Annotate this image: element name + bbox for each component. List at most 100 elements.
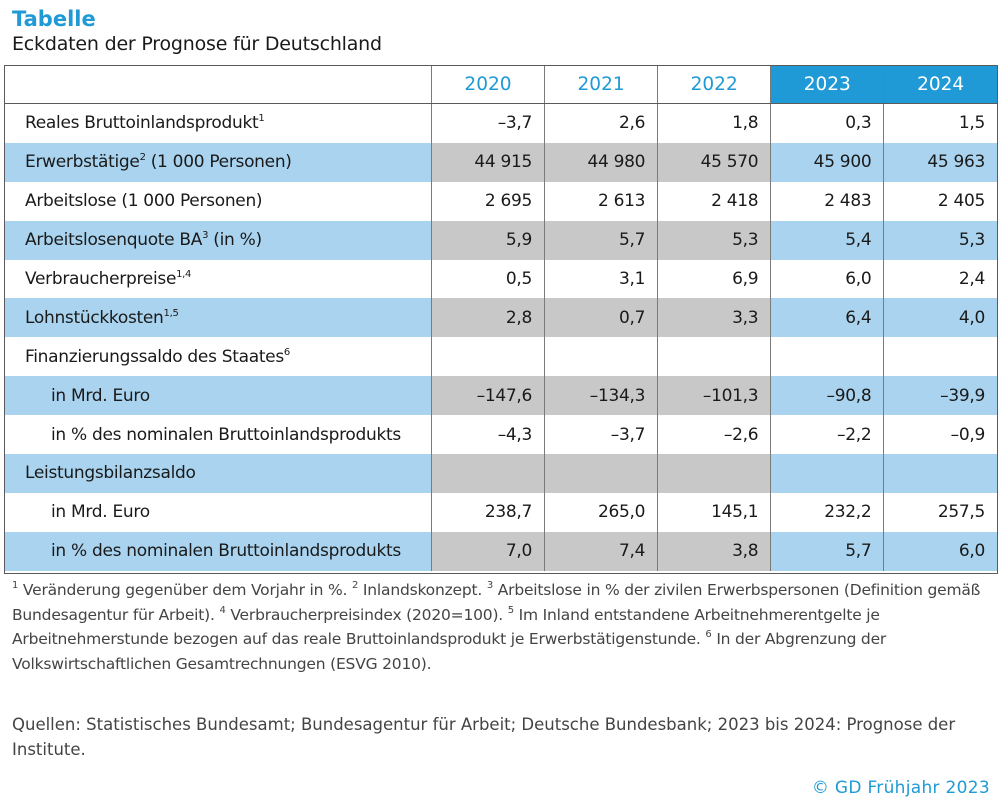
value-cell-2023: 5,4	[770, 220, 885, 260]
value-cell-2020	[431, 454, 546, 493]
row-label-text: Lohnstückkosten	[25, 307, 164, 328]
row-label: Arbeitslosenquote BA3 (in %)	[5, 220, 432, 260]
table-subtitle: Eckdaten der Prognose für Deutschland	[12, 33, 382, 55]
row-label: Leistungsbilanzsaldo	[5, 454, 432, 493]
value-cell-2024	[883, 454, 997, 493]
footnote-text: Arbeitslose in % der zivilen Erwerbspers…	[12, 581, 981, 624]
table-row: in % des nominalen Bruttoinlandsprodukts…	[5, 531, 997, 571]
value-cell-2021	[544, 454, 659, 493]
value-cell-2024	[884, 337, 997, 376]
footnote-number: 5	[507, 604, 514, 616]
value-cell-2022: 6,9	[657, 259, 772, 299]
footnote-marker: 2	[139, 152, 146, 164]
value-cell-2021: 44 980	[544, 142, 659, 182]
value-cell-2024: 6,0	[883, 531, 997, 571]
table-row: Lohnstückkosten1,5 2,8 0,7 3,3 6,4 4,0	[5, 298, 997, 338]
value-cell-2023: –2,2	[770, 415, 885, 455]
forecast-year-header: 2023	[770, 66, 885, 104]
footnote-text: Im Inland entstandene Arbeitnehmerentgel…	[12, 605, 880, 649]
row-label: in Mrd. Euro	[5, 376, 432, 416]
value-cell-2024: 2,4	[958, 269, 985, 289]
header-label-cell	[5, 66, 432, 104]
table-title: Tabelle	[12, 7, 96, 31]
value-cell-2021: 265,0	[544, 492, 659, 532]
footnote-number: 3	[486, 580, 494, 591]
table-row: Arbeitslose (1 000 Personen) 2 695 2 613 2 …	[5, 181, 997, 221]
row-label-text: Finanzierungssaldo des Staates	[25, 346, 284, 367]
row-label-text: Erwerbstätige	[25, 152, 140, 173]
value-cell-2020: 238,7	[431, 492, 546, 532]
value-cell-2020: 44 915	[431, 142, 546, 182]
value-cell-2022: 3,3	[657, 298, 772, 338]
row-label-text: Arbeitslosenquote BA	[25, 230, 203, 251]
table-row: in Mrd. Euro 238,7 265,0 145,1 232,2 257,5	[5, 492, 997, 532]
row-label: Lohnstückkosten1,5	[5, 298, 432, 338]
footnote-marker: 3	[202, 230, 209, 242]
row-label: Erwerbstätige2 (1 000 Personen)	[5, 142, 432, 182]
row-label: in % des nominalen Bruttoinlandsprodukts	[5, 531, 432, 571]
footnote-text: Inlandskonzept.	[362, 581, 483, 599]
value-cell-2021: 7,4	[544, 531, 659, 571]
value-cell-2023: 232,2	[770, 492, 885, 532]
row-label-text: in Mrd. Euro	[51, 502, 150, 523]
table-row: Erwerbstätige2 (1 000 Personen) 44 915 44 …	[5, 142, 997, 182]
value-cell-2020: –147,6	[431, 376, 546, 416]
row-label-text: in Mrd. Euro	[51, 385, 150, 406]
value-cell-2023: 6,0	[770, 259, 885, 299]
value-cell-2021: –134,3	[544, 376, 659, 416]
value-cell-2022: –2,6	[657, 415, 772, 455]
footnote-text: Verbraucherpreisindex (2020=100).	[230, 605, 504, 624]
value-cell-2024: 2 405	[937, 191, 985, 212]
value-cell-2020: 2 695	[431, 181, 546, 221]
value-cell-2020: –3,7	[431, 103, 546, 143]
year-header: 2021	[544, 66, 659, 104]
value-cell-2023: 5,7	[770, 531, 885, 571]
value-cell-2023: 0,3	[770, 103, 885, 143]
row-label-text: Reales Bruttoinlandsprodukt	[25, 113, 259, 134]
footnote-text: Veränderung gegenüber dem Vorjahr in %.	[22, 581, 348, 599]
table-row: Verbraucherpreise1,4 0,5 3,1 6,9 6,0 2,4	[5, 259, 997, 299]
value-cell-2020: 7,0	[431, 531, 546, 571]
forecast-table: 2020 2021 2022 2023 2024 Reales Bruttoin…	[5, 66, 997, 571]
footnote-marker: 6	[283, 346, 290, 358]
value-cell-2023: 2 483	[770, 181, 885, 221]
footnotes: 1 Veränderung gegenüber dem Vorjahr in %…	[12, 578, 992, 676]
table-row: Leistungsbilanzsaldo	[5, 454, 997, 493]
row-label-suffix: (in %)	[208, 230, 262, 251]
sources-note: Quellen: Statistisches Bundesamt; Bundes…	[12, 715, 956, 759]
table-row: in % des nominalen Bruttoinlandsprodukts…	[5, 415, 997, 455]
heading: Tabelle Eckdaten der Prognose für Deutsc…	[12, 6, 382, 56]
value-cell-2021: 2,6	[544, 103, 659, 143]
value-cell-2023: 45 900	[770, 142, 885, 182]
value-cell-2023	[770, 337, 885, 377]
value-cell-2022: 1,8	[657, 103, 772, 143]
row-label: Verbraucherpreise1,4	[5, 259, 432, 299]
value-cell-2021: 3,1	[544, 259, 659, 299]
footnote-number: 2	[352, 580, 359, 591]
copyright-note: © GD Frühjahr 2023	[811, 778, 990, 798]
table-row: Finanzierungssaldo des Staates6	[5, 337, 997, 377]
value-cell-2022: 3,8	[657, 531, 772, 571]
year-header: 2022	[657, 66, 772, 104]
value-cell-2024: –39,9	[883, 376, 997, 416]
value-cell-2020: –4,3	[431, 415, 546, 455]
footnote-marker: 1,5	[163, 307, 179, 319]
header-row: 2020 2021 2022 2023 2024	[5, 66, 997, 104]
value-cell-2020	[431, 337, 546, 377]
value-cell-2022	[657, 454, 772, 493]
table-body: Reales Bruttoinlandsprodukt1 –3,7 2,6 1,8 0,…	[5, 103, 997, 571]
value-cell-2020: 2,8	[431, 298, 546, 338]
forecast-year-header: 2024	[883, 66, 997, 104]
value-cell-2024: 257,5	[937, 502, 985, 523]
value-cell-2024: 1,5	[958, 113, 985, 134]
row-label: in Mrd. Euro	[5, 492, 432, 532]
value-cell-2024: –0,9	[950, 424, 986, 445]
value-cell-2021: 0,7	[544, 298, 659, 338]
row-label-text: Arbeitslose (1 000 Personen)	[25, 191, 263, 212]
row-label-suffix: (1 000 Personen)	[145, 152, 292, 173]
row-label: Finanzierungssaldo des Staates6	[5, 337, 432, 377]
value-cell-2021	[544, 337, 659, 377]
table-row: Reales Bruttoinlandsprodukt1 –3,7 2,6 1,8 0,…	[5, 103, 997, 143]
footnote-number: 6	[705, 629, 712, 640]
value-cell-2020: 5,9	[431, 220, 546, 260]
